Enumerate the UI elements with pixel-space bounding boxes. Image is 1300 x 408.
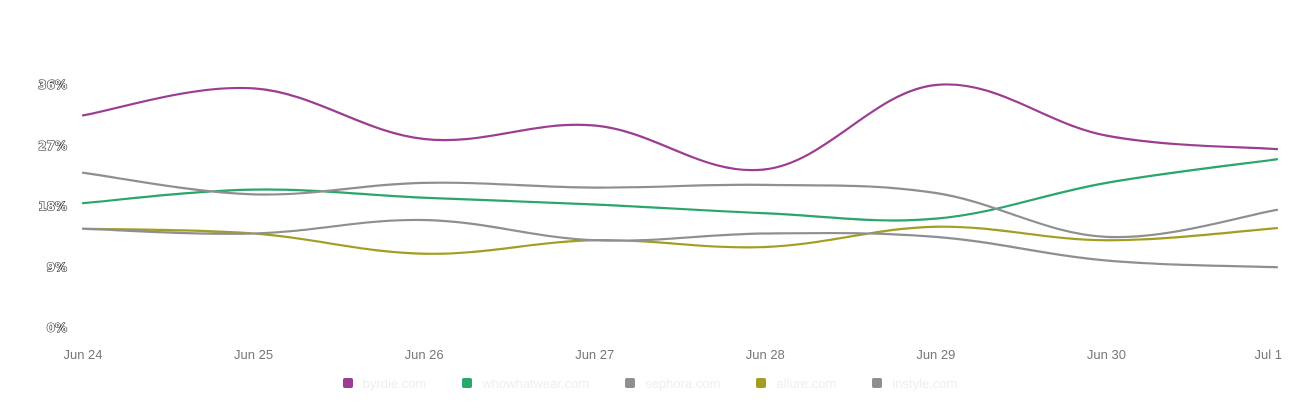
legend-item[interactable]: byrdie.com <box>342 375 427 391</box>
series-lines <box>81 83 1279 269</box>
legend-swatch <box>872 378 883 388</box>
legend-label: whowhatwear.com <box>482 375 590 391</box>
x-tick-label: Jun 29 <box>916 347 955 362</box>
series-line-sephora-com[interactable] <box>81 171 1279 239</box>
x-tick-label: Jun 24 <box>63 347 102 362</box>
legend-label: instyle.com <box>892 375 958 391</box>
x-axis: Jun 24 Jun 25 Jun 26 Jun 27 Jun 28 Jun 29 Jun … <box>63 347 1282 362</box>
legend: byrdie.com whowhatwear.com sephora.com a… <box>0 374 1300 392</box>
y-tick-label: 9% <box>47 260 67 274</box>
y-tick-label: 18% <box>38 200 67 214</box>
x-tick-label: Jun 30 <box>1087 347 1126 362</box>
series-line-byrdie-com[interactable] <box>81 83 1279 172</box>
legend-label: sephora.com <box>645 375 721 391</box>
legend-swatch <box>625 378 636 388</box>
legend-item[interactable]: allure.com <box>756 376 836 391</box>
line-chart: 0%9%18%27%36% Jun 24 Jun 25 Jun 26 Jun 27 Ju… <box>38 77 1282 362</box>
x-tick-label: Jun 25 <box>234 347 273 362</box>
legend-swatch <box>342 378 353 388</box>
x-tick-label: Jun 27 <box>575 347 614 362</box>
legend-swatch <box>756 378 767 388</box>
series-line-instyle-com[interactable] <box>81 218 1279 269</box>
y-axis: 0% 9% 18% 27% 36% <box>38 77 68 335</box>
series-line-allure-com[interactable] <box>81 225 1279 255</box>
x-tick-label: Jul 1 <box>1255 347 1282 362</box>
legend-item[interactable]: sephora.com <box>625 376 720 391</box>
legend-label: allure.com <box>776 375 837 391</box>
x-tick-label: Jun 28 <box>746 347 785 362</box>
series-line-whowhatwear-com[interactable] <box>81 158 1279 222</box>
y-tick-label: 36% <box>38 78 67 92</box>
x-tick-label: Jun 26 <box>405 347 444 362</box>
legend-label: byrdie.com <box>362 375 427 391</box>
y-tick-label: 27% <box>38 139 67 153</box>
legend-swatch <box>462 378 473 388</box>
y-tick-label: 0% <box>47 321 67 335</box>
legend-item[interactable]: instyle.com <box>872 376 957 391</box>
legend-item[interactable]: whowhatwear.com <box>462 376 589 391</box>
